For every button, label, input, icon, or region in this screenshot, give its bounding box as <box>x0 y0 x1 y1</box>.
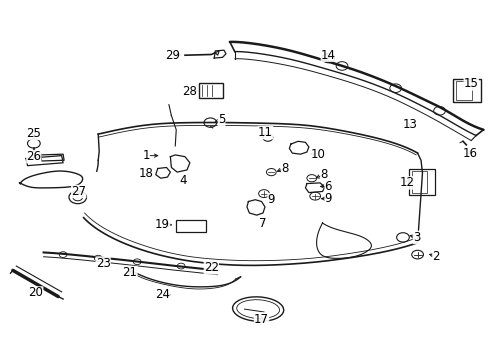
Text: 20: 20 <box>28 287 43 300</box>
Text: 17: 17 <box>254 312 268 326</box>
Text: 4: 4 <box>180 174 187 186</box>
Text: 19: 19 <box>155 218 170 231</box>
Text: 2: 2 <box>431 249 439 262</box>
Text: 8: 8 <box>281 162 288 175</box>
Text: 24: 24 <box>155 288 170 301</box>
Text: 8: 8 <box>320 168 327 181</box>
Text: 6: 6 <box>324 180 331 193</box>
Text: 25: 25 <box>26 127 41 140</box>
Text: 16: 16 <box>462 147 477 159</box>
Text: 29: 29 <box>164 49 180 62</box>
Text: 23: 23 <box>96 257 110 270</box>
Text: 18: 18 <box>138 167 153 180</box>
Text: 12: 12 <box>399 176 413 189</box>
Text: 5: 5 <box>218 113 225 126</box>
Text: 26: 26 <box>26 150 41 163</box>
Text: 9: 9 <box>267 193 275 206</box>
Text: 27: 27 <box>71 185 86 198</box>
Text: 11: 11 <box>258 126 272 139</box>
Text: 7: 7 <box>259 217 266 230</box>
Text: 15: 15 <box>463 77 478 90</box>
Text: 1: 1 <box>142 149 149 162</box>
Text: 9: 9 <box>324 192 331 205</box>
Text: 13: 13 <box>402 118 417 131</box>
Text: 28: 28 <box>182 85 197 98</box>
Text: 22: 22 <box>203 261 219 274</box>
Text: 3: 3 <box>412 231 420 244</box>
Text: 21: 21 <box>122 266 137 279</box>
Text: 14: 14 <box>320 49 335 62</box>
Text: 10: 10 <box>309 148 325 161</box>
